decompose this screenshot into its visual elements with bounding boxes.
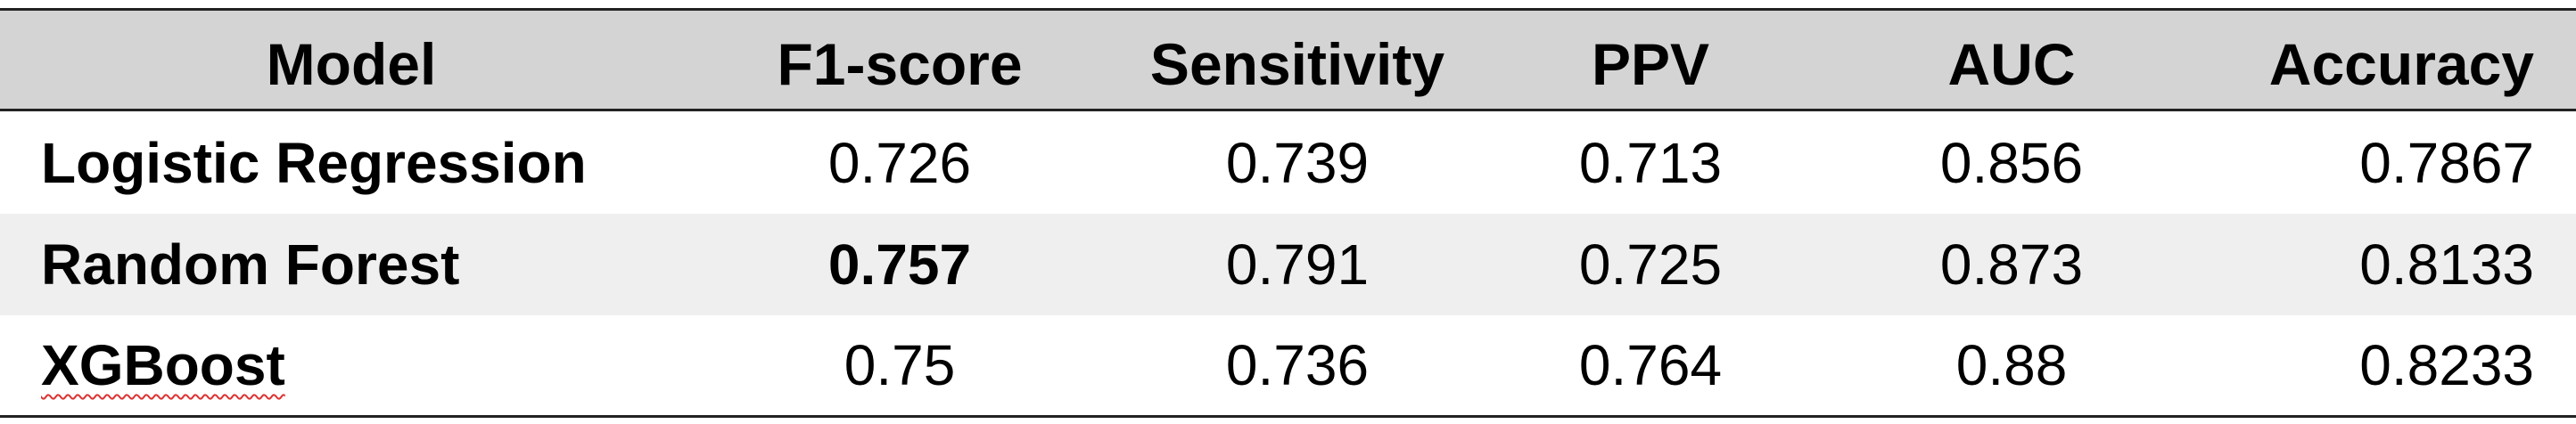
cell: 0.7867 — [2359, 130, 2534, 195]
cell: 0.736 — [1225, 333, 1370, 397]
table-row: Random Forest 0.757 0.791 0.725 0.873 0.… — [0, 214, 2576, 315]
cell: 0.764 — [1578, 333, 1723, 397]
model-name: XGBoost — [41, 315, 285, 415]
cell: 0.8233 — [2359, 333, 2534, 397]
cell: 0.8133 — [2359, 232, 2534, 297]
cell: 0.88 — [1955, 333, 2068, 397]
table-row: Logistic Regression 0.726 0.739 0.713 0.… — [0, 111, 2576, 214]
cell: 0.75 — [844, 333, 956, 397]
header-cell: Model — [266, 31, 437, 97]
cell: 0.726 — [827, 130, 972, 195]
header-cell: Accuracy — [2268, 31, 2534, 97]
cell: 0.739 — [1225, 130, 1370, 195]
cell: 0.791 — [1225, 232, 1370, 297]
cell: 0.873 — [1939, 232, 2084, 297]
header-cell: AUC — [1947, 31, 2076, 97]
cell: 0.713 — [1578, 130, 1723, 195]
header-cell: Sensitivity — [1149, 31, 1445, 97]
table-row: XGBoost 0.75 0.736 0.764 0.88 0.8233 — [0, 315, 2576, 418]
header-row: Model F1-score Sensitivity PPV AUC Accur… — [0, 8, 2576, 111]
model-name: Random Forest — [41, 232, 460, 297]
model-name-text: XGBoost — [41, 333, 285, 397]
cell: 0.757 — [827, 232, 972, 297]
cell: 0.725 — [1578, 232, 1723, 297]
model-name: Logistic Regression — [41, 130, 587, 195]
header-cell: F1-score — [777, 31, 1023, 97]
header-cell: PPV — [1591, 31, 1710, 97]
cell: 0.856 — [1939, 130, 2084, 195]
